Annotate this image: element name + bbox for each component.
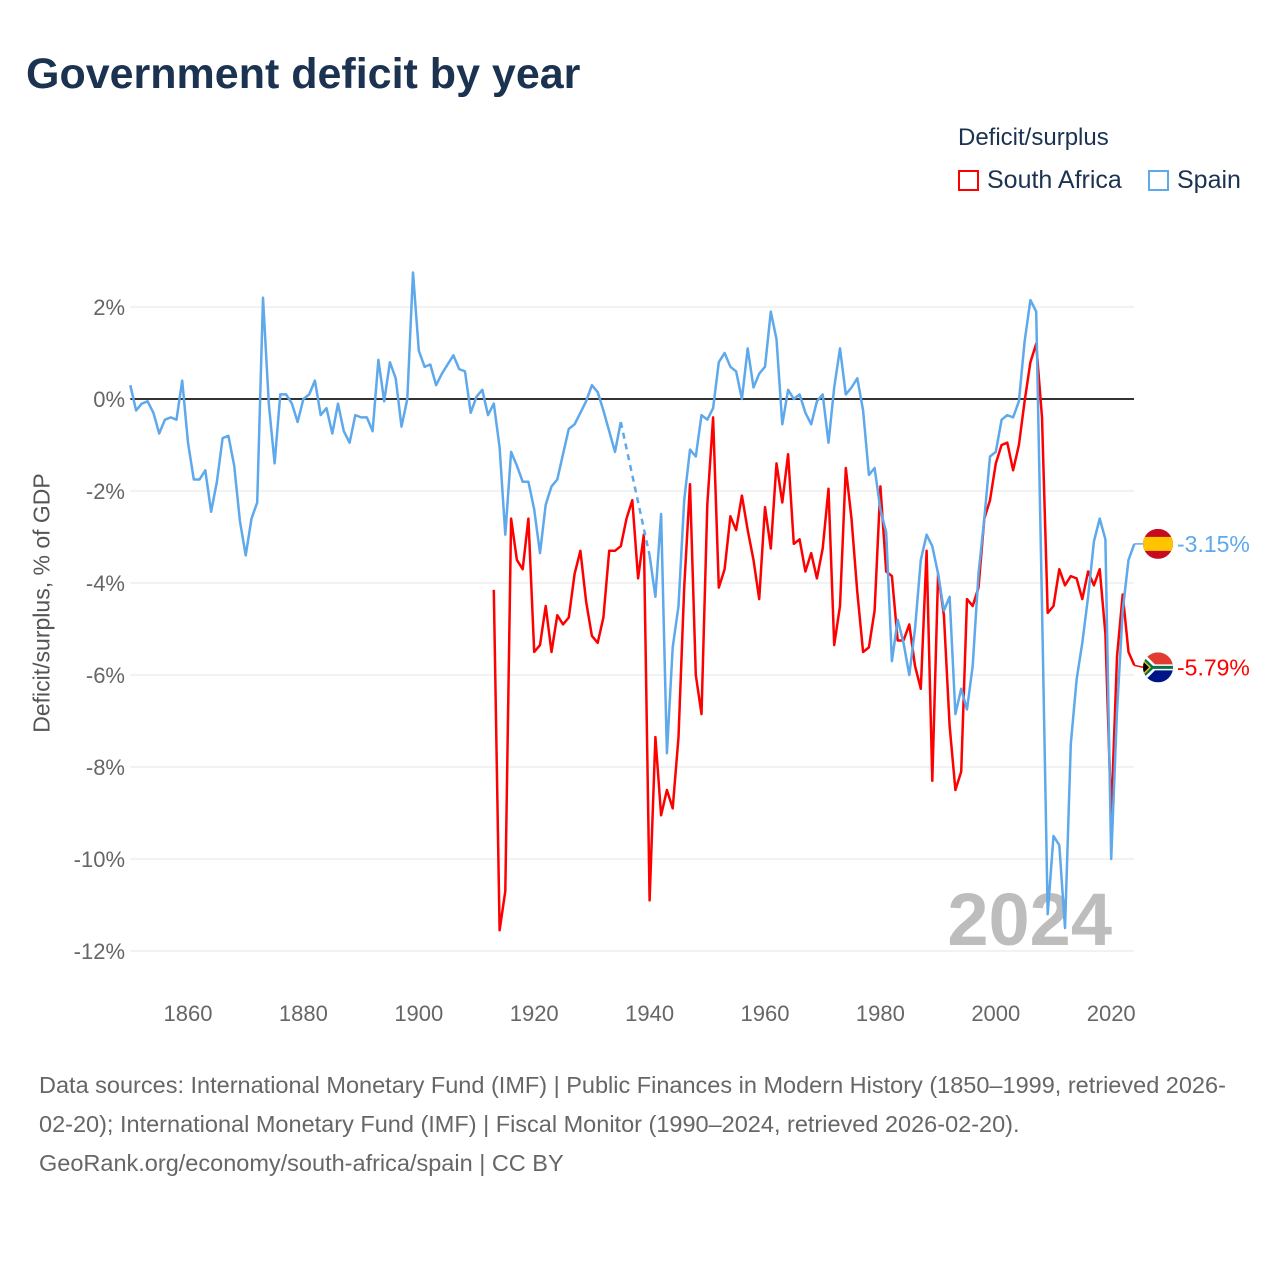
x-tick-label: 1980 [856,1001,905,1026]
flag-spain-icon [1143,528,1173,559]
data-sources: Data sources: International Monetary Fun… [39,1072,1226,1137]
series-line-south-africa [492,342,1136,932]
x-tick-label: 1860 [164,1001,213,1026]
chart-title: Government deficit by year [26,50,581,98]
flag-green [1143,656,1173,679]
legend-label: Spain [1177,166,1241,194]
footer: Data sources: International Monetary Fun… [39,1066,1239,1183]
legend-swatch-spain [1148,170,1169,191]
series-line-spain [129,271,1136,930]
y-tick-label: -8% [86,755,125,780]
x-tick-label: 2020 [1087,1001,1136,1026]
x-tick-label: 1900 [394,1001,443,1026]
flag-south-africa-icon [1143,652,1173,683]
y-tick-label: -4% [86,571,125,596]
end-label-south-africa: -5.79% [1177,654,1250,680]
y-tick-label: 0% [93,387,125,412]
y-tick-label: -6% [86,663,125,688]
flag-body [1143,652,1173,683]
y-tick-label: 2% [93,295,125,320]
x-tick-label: 1920 [510,1001,559,1026]
x-tick-label: 2000 [971,1001,1020,1026]
x-tick-label: 1960 [741,1001,790,1026]
legend-item-south-africa[interactable]: South Africa [958,166,1122,195]
legend-swatch-south-africa [958,170,979,191]
flag-yellow [1143,536,1173,551]
end-label-spain: -3.15% [1177,531,1250,557]
x-tick-label: 1940 [625,1001,674,1026]
current-year-label: 2024 [947,878,1112,961]
legend-item-spain[interactable]: Spain [1148,166,1241,195]
flag-body [1143,528,1173,559]
legend-label: South Africa [987,166,1122,194]
y-tick-label: -12% [74,939,125,964]
y-tick-label: -2% [86,479,125,504]
x-tick-label: 1880 [279,1001,328,1026]
credit-link[interactable]: GeoRank.org/economy/south-africa/spain |… [39,1150,564,1176]
y-tick-label: -10% [74,847,125,872]
end-connector-south-africa [1134,664,1145,669]
flag-black [1143,661,1149,674]
series-gap-spain [619,421,651,556]
legend-title: Deficit/surplus [958,124,1109,151]
